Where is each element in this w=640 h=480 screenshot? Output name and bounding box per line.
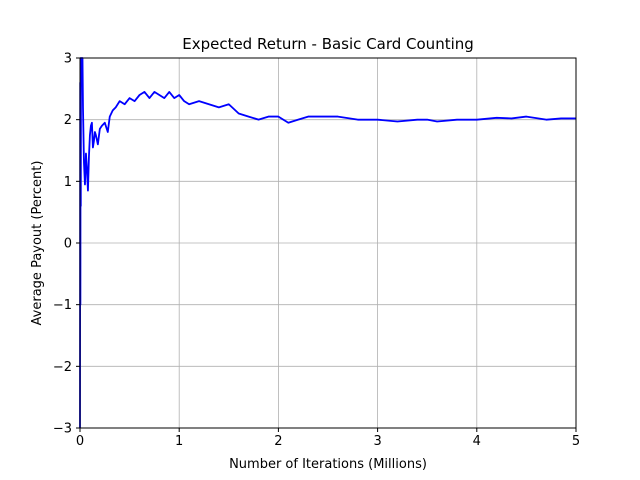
series-layer <box>79 57 576 429</box>
y-tick-label: −2 <box>53 360 72 375</box>
y-tick-label: −3 <box>53 422 72 437</box>
x-tick-label: 2 <box>274 434 282 449</box>
y-tick-label: 3 <box>64 52 72 67</box>
chart-title: Expected Return - Basic Card Counting <box>182 35 474 53</box>
x-tick-label: 4 <box>473 434 481 449</box>
grid-lines <box>79 57 577 429</box>
y-axis-title: Average Payout (Percent) <box>30 161 45 326</box>
y-tick-label: 2 <box>64 113 72 128</box>
y-tick-label: 0 <box>64 237 72 252</box>
tick-layer: 0 1 2 3 4 5 −3 −2 −1 0 1 2 3 <box>53 52 580 450</box>
x-tick-label: 5 <box>572 434 580 449</box>
series-line <box>79 57 576 429</box>
x-axis-title: Number of Iterations (Millions) <box>229 457 427 472</box>
x-tick-label: 3 <box>373 434 381 449</box>
x-tick-label: 1 <box>175 434 183 449</box>
y-tick-label: −1 <box>53 298 72 313</box>
y-tick-label: 1 <box>64 175 72 190</box>
x-tick-label: 0 <box>76 434 84 449</box>
